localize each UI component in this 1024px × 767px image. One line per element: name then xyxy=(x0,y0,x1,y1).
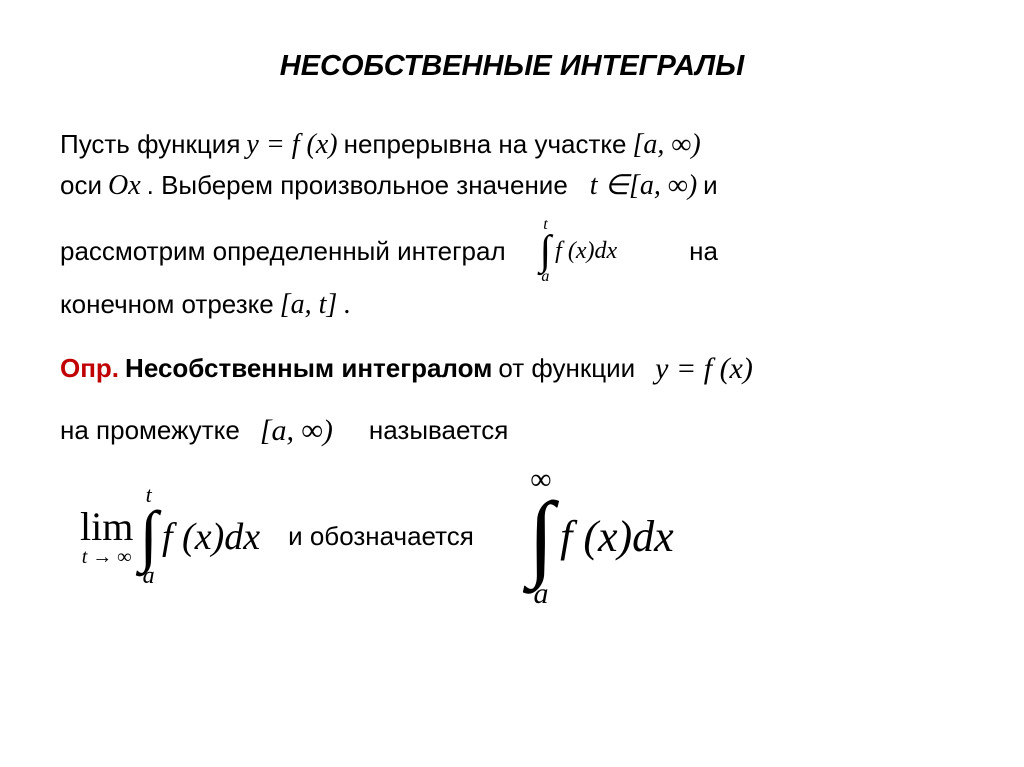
text-fragment: называется xyxy=(369,412,508,450)
definition-line-2: на промежутке [a, ∞) называется xyxy=(60,409,964,453)
text-fragment: . Выберем произвольное значение xyxy=(147,167,568,205)
paragraph-line-1: Пусть функция y = f (x) непрерывна на уч… xyxy=(60,125,964,166)
definition-line-1: Опр. Несобственным интегралом от функции… xyxy=(60,347,964,391)
slide-title: НЕСОБСТВЕННЫЕ ИНТЕГРАЛЫ xyxy=(60,50,964,83)
text-fragment: конечном отрезке xyxy=(60,286,274,324)
text-fragment: и xyxy=(703,167,718,205)
integral-sign-icon: ∫ xyxy=(528,493,554,579)
definition-label: Опр. xyxy=(60,350,119,388)
text-fragment: Пусть функция xyxy=(60,126,240,164)
math-t-in-interval: t ∈[a, ∞) xyxy=(590,166,697,207)
math-axis: Ox xyxy=(108,166,141,207)
definition-formula-row: lim t → ∞ t ∫ a f (x)dx и обозначается ∞… xyxy=(60,466,964,606)
text-fragment: на xyxy=(689,233,718,271)
math-function: y = f (x) xyxy=(246,125,337,166)
integral-symbol-small: t ∫ a xyxy=(540,218,552,285)
integral-sign-icon: ∫ xyxy=(139,505,158,566)
integral-body: f (x)dx xyxy=(560,511,674,562)
text-dot: . xyxy=(343,285,350,326)
slide-content: НЕСОБСТВЕННЫЕ ИНТЕГРАЛЫ Пусть функция y … xyxy=(0,0,1024,647)
integral-body: f (x)dx xyxy=(555,234,617,269)
limit-block: lim t → ∞ xyxy=(80,507,133,567)
text-fragment: рассмотрим определенный интеграл xyxy=(60,233,506,271)
integral-symbol-big: ∞ ∫ a xyxy=(528,466,554,606)
limit-word: lim xyxy=(80,507,133,547)
integral-sign-icon: ∫ xyxy=(540,233,552,271)
text-fragment: от функции xyxy=(498,350,635,388)
integral-lower-limit: a xyxy=(541,270,549,284)
limit-subscript: t → ∞ xyxy=(82,547,132,567)
integral-lower-limit: a xyxy=(533,580,548,607)
text-fragment: непрерывна на участке xyxy=(344,126,627,164)
math-interval: [a, ∞) xyxy=(633,125,701,166)
integral-body: f (x)dx xyxy=(162,515,260,559)
text-fragment: на промежутке xyxy=(60,412,240,450)
text-fragment: оси xyxy=(60,167,102,205)
math-function: y = f (x) xyxy=(655,347,753,391)
integral-symbol-mid: t ∫ a xyxy=(139,485,158,588)
paragraph-line-4: конечном отрезке [a, t] . xyxy=(60,285,964,326)
integral-lower-limit: a xyxy=(143,566,155,588)
math-interval: [a, ∞) xyxy=(260,409,333,453)
paragraph-line-3: рассмотрим определенный интеграл t ∫ a f… xyxy=(60,218,964,285)
math-interval-at: [a, t] xyxy=(280,285,338,326)
inline-integral: t ∫ a f (x)dx xyxy=(536,218,617,285)
text-denoted: и обозначается xyxy=(288,521,474,552)
paragraph-line-2: оси Ox . Выберем произвольное значение t… xyxy=(60,166,964,207)
definition-term: Несобственным интегралом xyxy=(125,350,492,388)
